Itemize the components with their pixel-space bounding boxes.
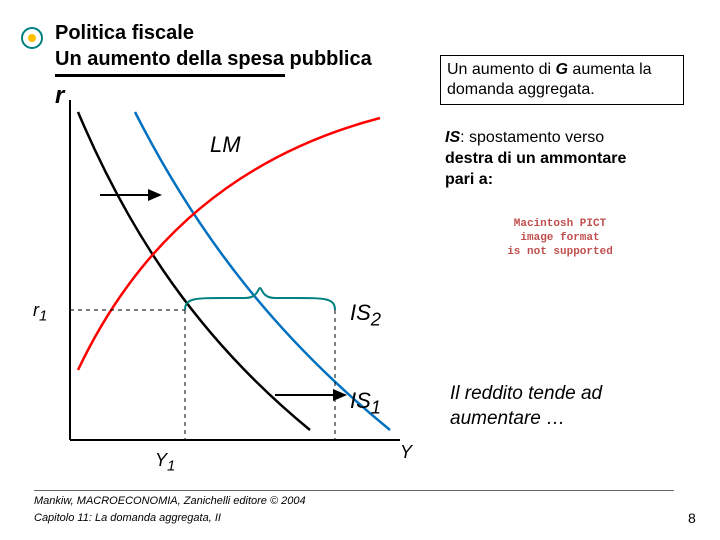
r1-label: r1 xyxy=(33,300,47,325)
is2-label: IS2 xyxy=(350,300,381,330)
pict-error: Macintosh PICT image format is not suppo… xyxy=(485,218,635,259)
page-number: 8 xyxy=(688,510,696,526)
brace xyxy=(185,288,335,310)
footer-rule xyxy=(34,490,674,491)
is1-label: IS1 xyxy=(350,388,381,418)
footer-line2: Capitolo 11: La domanda aggregata, II xyxy=(34,512,221,524)
y-axis-label: Y xyxy=(400,442,412,463)
lm-label: LM xyxy=(210,132,241,158)
is1-curve xyxy=(78,112,310,430)
axis-label-r: r xyxy=(55,82,64,110)
bullet-inner xyxy=(28,34,36,42)
is2-curve xyxy=(135,112,390,430)
title-underline xyxy=(55,74,285,77)
title-line1: Politica fiscale xyxy=(55,22,194,45)
title-line2: Un aumento della spesa pubblica xyxy=(55,48,372,71)
annotation-is: IS: spostamento verso destra di un ammon… xyxy=(445,128,695,190)
annotation-box: Un aumento di G aumenta la domanda aggre… xyxy=(440,55,684,105)
footer-line1: Mankiw, MACROECONOMIA, Zanichelli editor… xyxy=(34,495,306,507)
annotation-income: Il reddito tende ad aumentare … xyxy=(450,382,602,431)
y1-label: Y1 xyxy=(155,450,175,475)
